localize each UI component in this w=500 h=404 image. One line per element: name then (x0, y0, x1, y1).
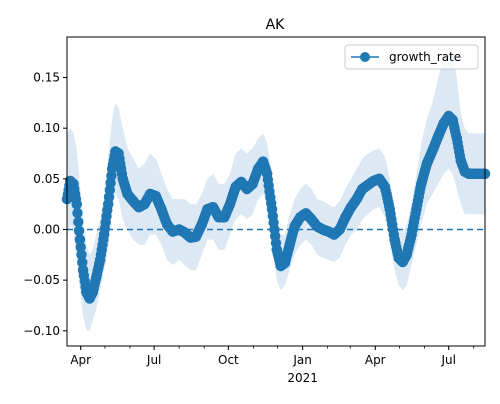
data-point (421, 158, 433, 169)
x-tick-label: Jul (440, 353, 455, 367)
data-point (306, 214, 317, 225)
data-point (451, 133, 462, 144)
data-point (351, 193, 362, 205)
data-point (469, 168, 480, 179)
data-point (374, 173, 385, 184)
data-point (71, 199, 82, 210)
series-marker-layer (61, 110, 491, 304)
data-point (271, 244, 282, 255)
data-point (401, 249, 412, 260)
data-point (77, 264, 89, 276)
data-point (224, 199, 236, 210)
data-point (156, 204, 167, 215)
legend-marker-swatch (360, 52, 370, 62)
data-point (74, 234, 86, 245)
y-tick-label: 0.15 (33, 71, 60, 85)
data-point (345, 202, 357, 213)
confidence-band (67, 47, 485, 331)
data-point (87, 287, 99, 298)
data-point (207, 202, 219, 213)
y-tick-label: 0.05 (33, 172, 60, 186)
y-tick-label: −0.10 (23, 324, 60, 338)
data-point (117, 173, 128, 184)
data-point (77, 257, 88, 268)
data-point (340, 212, 351, 223)
data-point (122, 188, 133, 200)
data-point (72, 207, 83, 219)
data-point (266, 204, 278, 215)
legend: growth_rate (344, 44, 479, 70)
data-point (150, 190, 161, 202)
data-point (73, 216, 84, 228)
data-point (257, 156, 269, 167)
data-point (389, 234, 400, 245)
x-tick-label: Jul (146, 353, 161, 367)
data-point (447, 114, 458, 126)
axes-layer: −0.10 −0.05 0.00 0.05 0.10 0.15 Apr Jul Oct Jan Ap… (23, 36, 486, 385)
data-point (103, 199, 114, 210)
data-point (236, 176, 247, 188)
x-year-label: 2021 (287, 371, 318, 385)
x-tick-label: Apr (70, 353, 91, 367)
data-point (75, 242, 86, 253)
confidence-band-layer (67, 47, 485, 331)
legend-label-growth-rate: growth_rate (389, 50, 461, 64)
data-point (384, 204, 395, 215)
data-point (433, 131, 444, 142)
legend-frame (344, 44, 479, 70)
data-point (379, 181, 391, 193)
data-point (107, 163, 118, 174)
plot-frame (66, 36, 486, 347)
data-point (68, 178, 79, 190)
data-point (76, 249, 87, 260)
data-point (284, 239, 295, 250)
data-point (427, 145, 438, 156)
chart-title: AK (266, 17, 286, 33)
data-point (113, 148, 124, 159)
x-tick-label: Apr (365, 353, 386, 367)
data-point (73, 225, 85, 236)
data-point (261, 168, 273, 179)
data-point (219, 212, 230, 223)
data-point (279, 257, 291, 269)
x-tick-label: Oct (218, 353, 239, 367)
data-point (416, 178, 427, 190)
y-tick-label: −0.05 (23, 273, 60, 287)
data-point (90, 272, 102, 284)
data-point (411, 204, 422, 215)
data-point (94, 254, 106, 266)
y-tick-label: 0.10 (33, 121, 60, 135)
x-tick-label: Jan (292, 353, 312, 367)
data-point (161, 219, 173, 230)
data-point (190, 231, 202, 242)
data-point (406, 229, 417, 240)
data-point (247, 178, 258, 190)
data-point (455, 155, 466, 166)
data-point (98, 229, 110, 240)
data-point (139, 199, 150, 210)
data-point (334, 224, 345, 235)
data-point (196, 219, 207, 230)
y-tick-label: 0.00 (33, 222, 60, 236)
data-point (289, 221, 300, 232)
